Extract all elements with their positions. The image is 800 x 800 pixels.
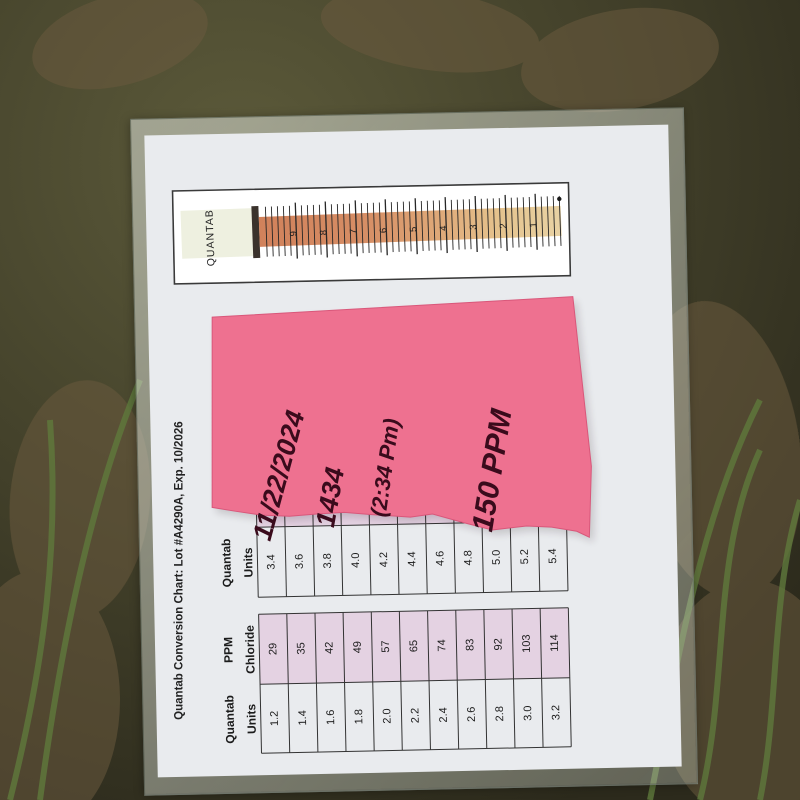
svg-text:4.8: 4.8 [462,550,474,566]
svg-text:114: 114 [549,634,561,652]
svg-text:Units: Units [244,703,259,734]
svg-text:74: 74 [436,639,448,651]
svg-text:83: 83 [464,639,476,651]
svg-text:Quantab: Quantab [219,538,234,587]
svg-text:3.2: 3.2 [550,705,562,721]
svg-text:2.6: 2.6 [466,707,478,723]
svg-text:5.2: 5.2 [519,549,531,565]
svg-text:5.4: 5.4 [547,548,559,564]
svg-text:103: 103 [521,634,533,653]
svg-text:49: 49 [352,641,364,653]
svg-text:2.8: 2.8 [494,706,506,722]
svg-text:172: 172 [405,480,417,499]
svg-text:218: 218 [545,477,557,496]
svg-text:1.2: 1.2 [269,711,281,727]
svg-text:42: 42 [323,642,335,654]
svg-text:134: 134 [292,482,304,501]
svg-text:2.2: 2.2 [409,708,421,724]
svg-text:4.4: 4.4 [406,551,418,567]
svg-text:208: 208 [517,477,529,496]
svg-text:154: 154 [348,481,360,500]
svg-text:29: 29 [267,643,279,655]
svg-text:PPM: PPM [221,637,236,663]
svg-text:5.0: 5.0 [491,549,503,565]
svg-text:1.6: 1.6 [325,710,337,726]
svg-text:4.6: 4.6 [434,551,446,567]
svg-text:1.4: 1.4 [297,710,309,726]
svg-text:3.6: 3.6 [294,554,306,570]
svg-text:92: 92 [492,638,504,650]
svg-text:1.8: 1.8 [353,709,365,725]
svg-text:3.8: 3.8 [322,553,334,569]
svg-text:35: 35 [295,642,307,654]
svg-text:3.0: 3.0 [522,705,534,721]
svg-text:181: 181 [433,479,445,498]
svg-text:3.4: 3.4 [265,554,277,570]
svg-text:57: 57 [380,640,392,652]
svg-text:2.0: 2.0 [381,708,393,724]
svg-text:Chloride: Chloride [243,625,258,674]
svg-text:Units: Units [241,547,256,578]
svg-text:2.4: 2.4 [438,707,450,723]
svg-text:4.2: 4.2 [378,552,390,568]
svg-text:65: 65 [408,640,420,652]
svg-text:4.0: 4.0 [350,552,362,568]
svg-text:Quantab: Quantab [222,695,237,744]
